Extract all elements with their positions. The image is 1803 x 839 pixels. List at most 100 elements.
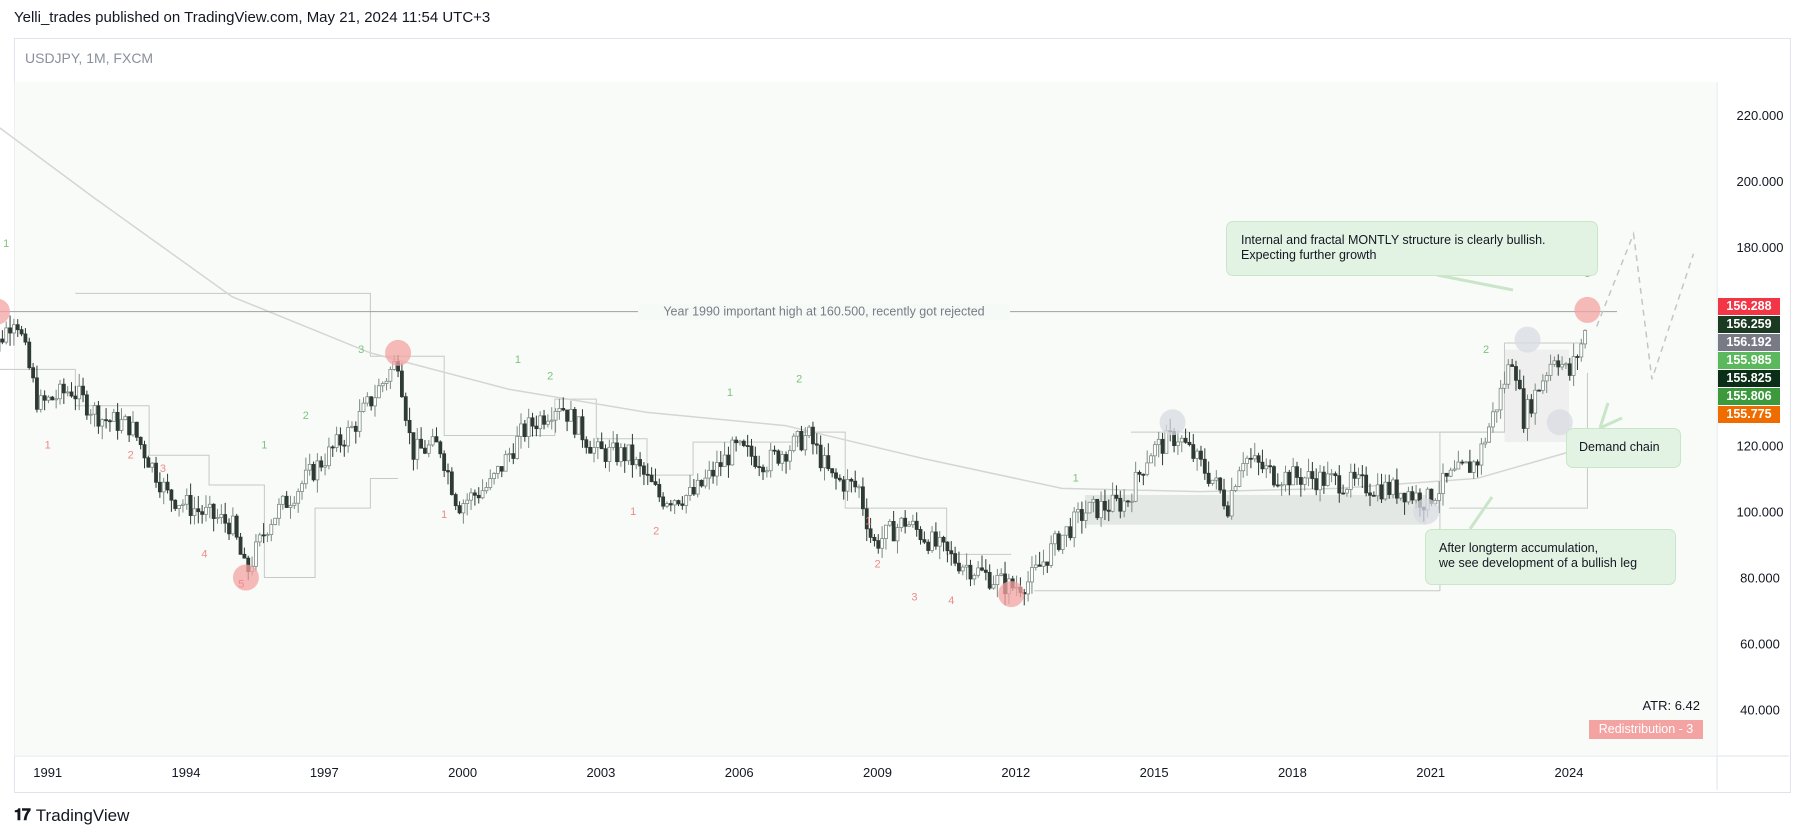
candle-body [1195, 450, 1200, 459]
wave-count-label: 3 [160, 463, 166, 475]
x-tick-label: 2024 [1555, 765, 1584, 780]
candle-body [726, 454, 731, 466]
candle-body [373, 397, 377, 407]
atr-readout: ATR: 6.42 [1642, 698, 1700, 713]
wave-count-label: 1 [3, 238, 9, 250]
candle-body [403, 396, 408, 421]
candle-body [27, 341, 32, 369]
candle-body [1206, 472, 1211, 484]
candle-body [84, 394, 89, 416]
candle-body [987, 571, 992, 589]
candle-body [845, 478, 850, 492]
candle-body [880, 538, 885, 549]
candle-body [496, 466, 500, 474]
candle-body [1064, 526, 1069, 536]
candle-body [715, 462, 719, 477]
pivot-high-low-marker [1574, 296, 1601, 323]
candle-body [300, 483, 304, 492]
candle-body [1368, 492, 1372, 496]
demand-chain-callout: Demand chain [1566, 428, 1681, 468]
candle-body [1160, 438, 1165, 454]
candle-body [1099, 500, 1103, 519]
brand[interactable]: 𝟏𝟕 TradingView [14, 806, 129, 826]
candle-body [265, 534, 270, 537]
candle-body [1199, 450, 1203, 460]
candle-body [292, 502, 297, 506]
candle-body [1256, 455, 1261, 463]
candle-body [903, 517, 908, 527]
candle-body [338, 434, 343, 446]
candle-body [480, 490, 485, 499]
tradingview-logo-icon: 𝟏𝟕 [14, 807, 31, 824]
accumulation-zone [1084, 494, 1427, 525]
candle-body [65, 391, 70, 394]
candle-body [511, 453, 516, 459]
candle-body [1491, 411, 1495, 428]
candle-body [196, 508, 201, 513]
x-tick-label: 2000 [448, 765, 477, 780]
candle-body [257, 534, 262, 543]
candle-body [1191, 444, 1196, 459]
candle-body [499, 466, 504, 472]
candle-body [469, 492, 473, 501]
candle-body [642, 465, 646, 475]
candle-body [695, 479, 700, 495]
wave-count-label: 1 [45, 440, 51, 452]
candle-body [976, 567, 981, 576]
candle-body [108, 420, 112, 423]
candle-body [1291, 466, 1296, 486]
candle-body [853, 480, 858, 488]
candle-body [1456, 461, 1461, 470]
candle-body [891, 521, 896, 542]
y-tick-label: 220.000 [1737, 108, 1784, 123]
candle-body [38, 395, 43, 410]
wave-count-label: 2 [303, 410, 309, 422]
candle-body [807, 426, 812, 437]
candle-body [1548, 363, 1553, 376]
candle-body [476, 494, 481, 499]
candle-body [1348, 471, 1353, 490]
candle-body [1579, 343, 1584, 358]
candle-body [588, 446, 593, 454]
candle-body [745, 445, 750, 447]
candle-body [1245, 457, 1249, 464]
candle-body [826, 455, 831, 470]
candle-body [1229, 490, 1234, 517]
candle-body [945, 541, 950, 552]
candle-body [918, 529, 923, 541]
candle-body [327, 446, 331, 467]
candle-body [565, 409, 569, 422]
candle-body [423, 447, 427, 454]
candle-body [1041, 561, 1046, 567]
candle-body [442, 453, 447, 471]
candle-body [884, 524, 888, 540]
candle-body [277, 503, 281, 519]
candle-body [569, 409, 573, 422]
candle-body [200, 511, 205, 515]
candle-body [361, 402, 366, 412]
candle-body [449, 471, 454, 495]
candle-body [868, 528, 873, 538]
candle-body [1560, 363, 1564, 368]
candle-body [799, 431, 804, 451]
candle-body [215, 517, 220, 519]
wave-count-label: 1 [441, 509, 447, 521]
candle-body [1237, 470, 1242, 487]
brand-name: TradingView [35, 806, 130, 825]
wave-count-label: 2 [1483, 344, 1489, 356]
candle-body [1272, 466, 1276, 486]
pivot-structure-marker [1413, 498, 1440, 525]
level-label: Year 1990 important high at 160.500, rec… [663, 305, 984, 319]
candle-body [134, 421, 139, 438]
candle-body [764, 470, 769, 473]
candle-body [1452, 468, 1457, 471]
y-tick-label: 180.000 [1737, 240, 1784, 255]
candle-body [1341, 492, 1346, 495]
candle-body [584, 439, 589, 448]
candle-body [1464, 461, 1468, 464]
candle-body [1179, 437, 1184, 443]
candle-body [19, 329, 24, 335]
candle-body [1333, 473, 1338, 477]
candle-body [242, 553, 247, 559]
